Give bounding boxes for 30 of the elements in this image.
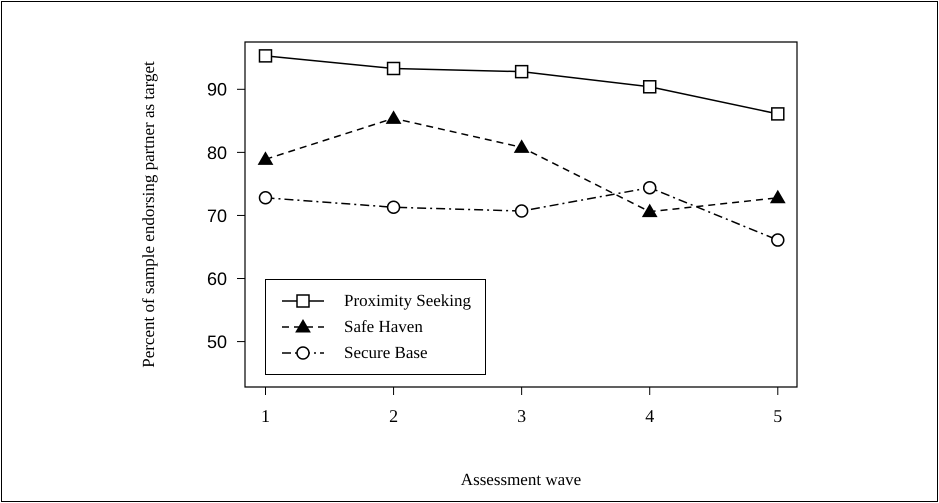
y-tick-label: 70 <box>206 206 227 226</box>
point <box>514 140 530 153</box>
point <box>771 107 785 121</box>
y-axis-title: Percent of sample endorsing partner as target <box>139 60 158 368</box>
y-tick-label: 60 <box>206 268 227 289</box>
point <box>258 191 272 205</box>
point <box>642 204 658 218</box>
y-tick-label: 50 <box>206 332 227 352</box>
x-tick-label: 3 <box>517 406 526 426</box>
y-tick-label: 80 <box>206 142 227 163</box>
x-axis-title: Assessment wave <box>460 470 582 489</box>
point <box>514 64 528 78</box>
legend-label: Secure Base <box>344 343 428 363</box>
x-tick-label: 2 <box>389 406 398 426</box>
point <box>386 110 402 124</box>
legend-label: Proximity Seeking <box>344 291 472 311</box>
y-tick-label: 90 <box>206 80 227 100</box>
legend-label: Safe Haven <box>344 317 423 337</box>
point <box>258 49 272 63</box>
point <box>642 180 656 194</box>
x-tick-label: 5 <box>773 406 782 426</box>
point <box>771 233 785 247</box>
point <box>258 152 273 165</box>
point <box>514 204 528 218</box>
point <box>386 200 400 214</box>
x-tick-label: 1 <box>260 406 270 426</box>
point <box>642 80 656 94</box>
point <box>386 62 400 76</box>
x-tick-label: 4 <box>645 406 654 426</box>
point <box>770 190 786 204</box>
